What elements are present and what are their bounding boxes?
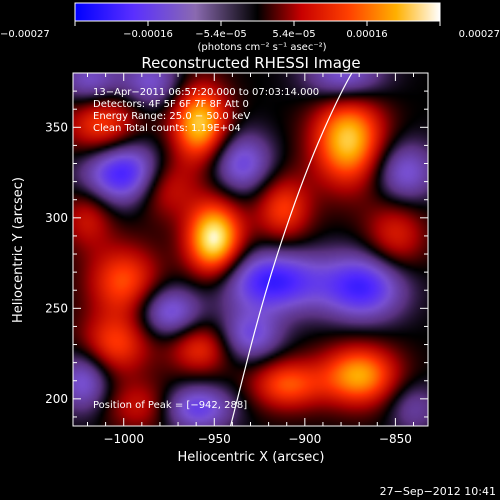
annotation-detectors: Detectors: 4F 5F 6F 7F 8F Att 0 [93,99,249,110]
y-tick-label: 200 [45,392,68,406]
colorbar-tick-label: −0.00027 [0,29,50,40]
x-tick-label: −900 [288,432,321,446]
peak-position-label: Position of Peak = [−942, 288] [93,400,247,411]
colorbar-tick-label: −0.00016 [123,29,173,40]
colorbar-tick-label: 0.00027 [459,29,500,40]
x-tick-label: −950 [198,432,231,446]
chart-title: Reconstructed RHESSI Image [141,54,360,72]
y-tick-label: 300 [45,211,68,225]
x-tick-label: −850 [379,432,412,446]
axis-ticks: −1000 −950 −900 −850 200 250 300 350 [45,72,428,446]
colorbar [74,2,441,22]
annotation-counts: Clean Total counts: 1.19E+04 [93,123,241,134]
y-tick-label: 250 [45,301,68,315]
colorbar-tick-label: −5.4e−05 [195,29,247,40]
colorbar-unit-label: (photons cm⁻² s⁻¹ asec⁻²) [197,42,326,53]
annotation-energy-range: Energy Range: 25.0 − 50.0 keV [93,111,250,122]
colorbar-tick-label: 5.4e−05 [272,29,315,40]
x-tick-label: −1000 [103,432,144,446]
heatmap-image [73,73,428,426]
y-tick-label: 350 [45,120,68,134]
footer-timestamp: 27−Sep−2012 10:41 [380,485,496,498]
x-axis-label: Heliocentric X (arcsec) [178,450,325,465]
colorbar-tick-label: 0.00016 [346,29,387,40]
annotation-time-range: 13−Apr−2011 06:57:20.000 to 07:03:14.000 [93,87,319,98]
colorbar-ticks: −0.00027 −0.00016 −5.4e−05 5.4e−05 0.00016 0.… [0,21,500,40]
solar-limb-line [229,73,353,426]
y-axis-label: Heliocentric Y (arcsec) [11,177,26,323]
